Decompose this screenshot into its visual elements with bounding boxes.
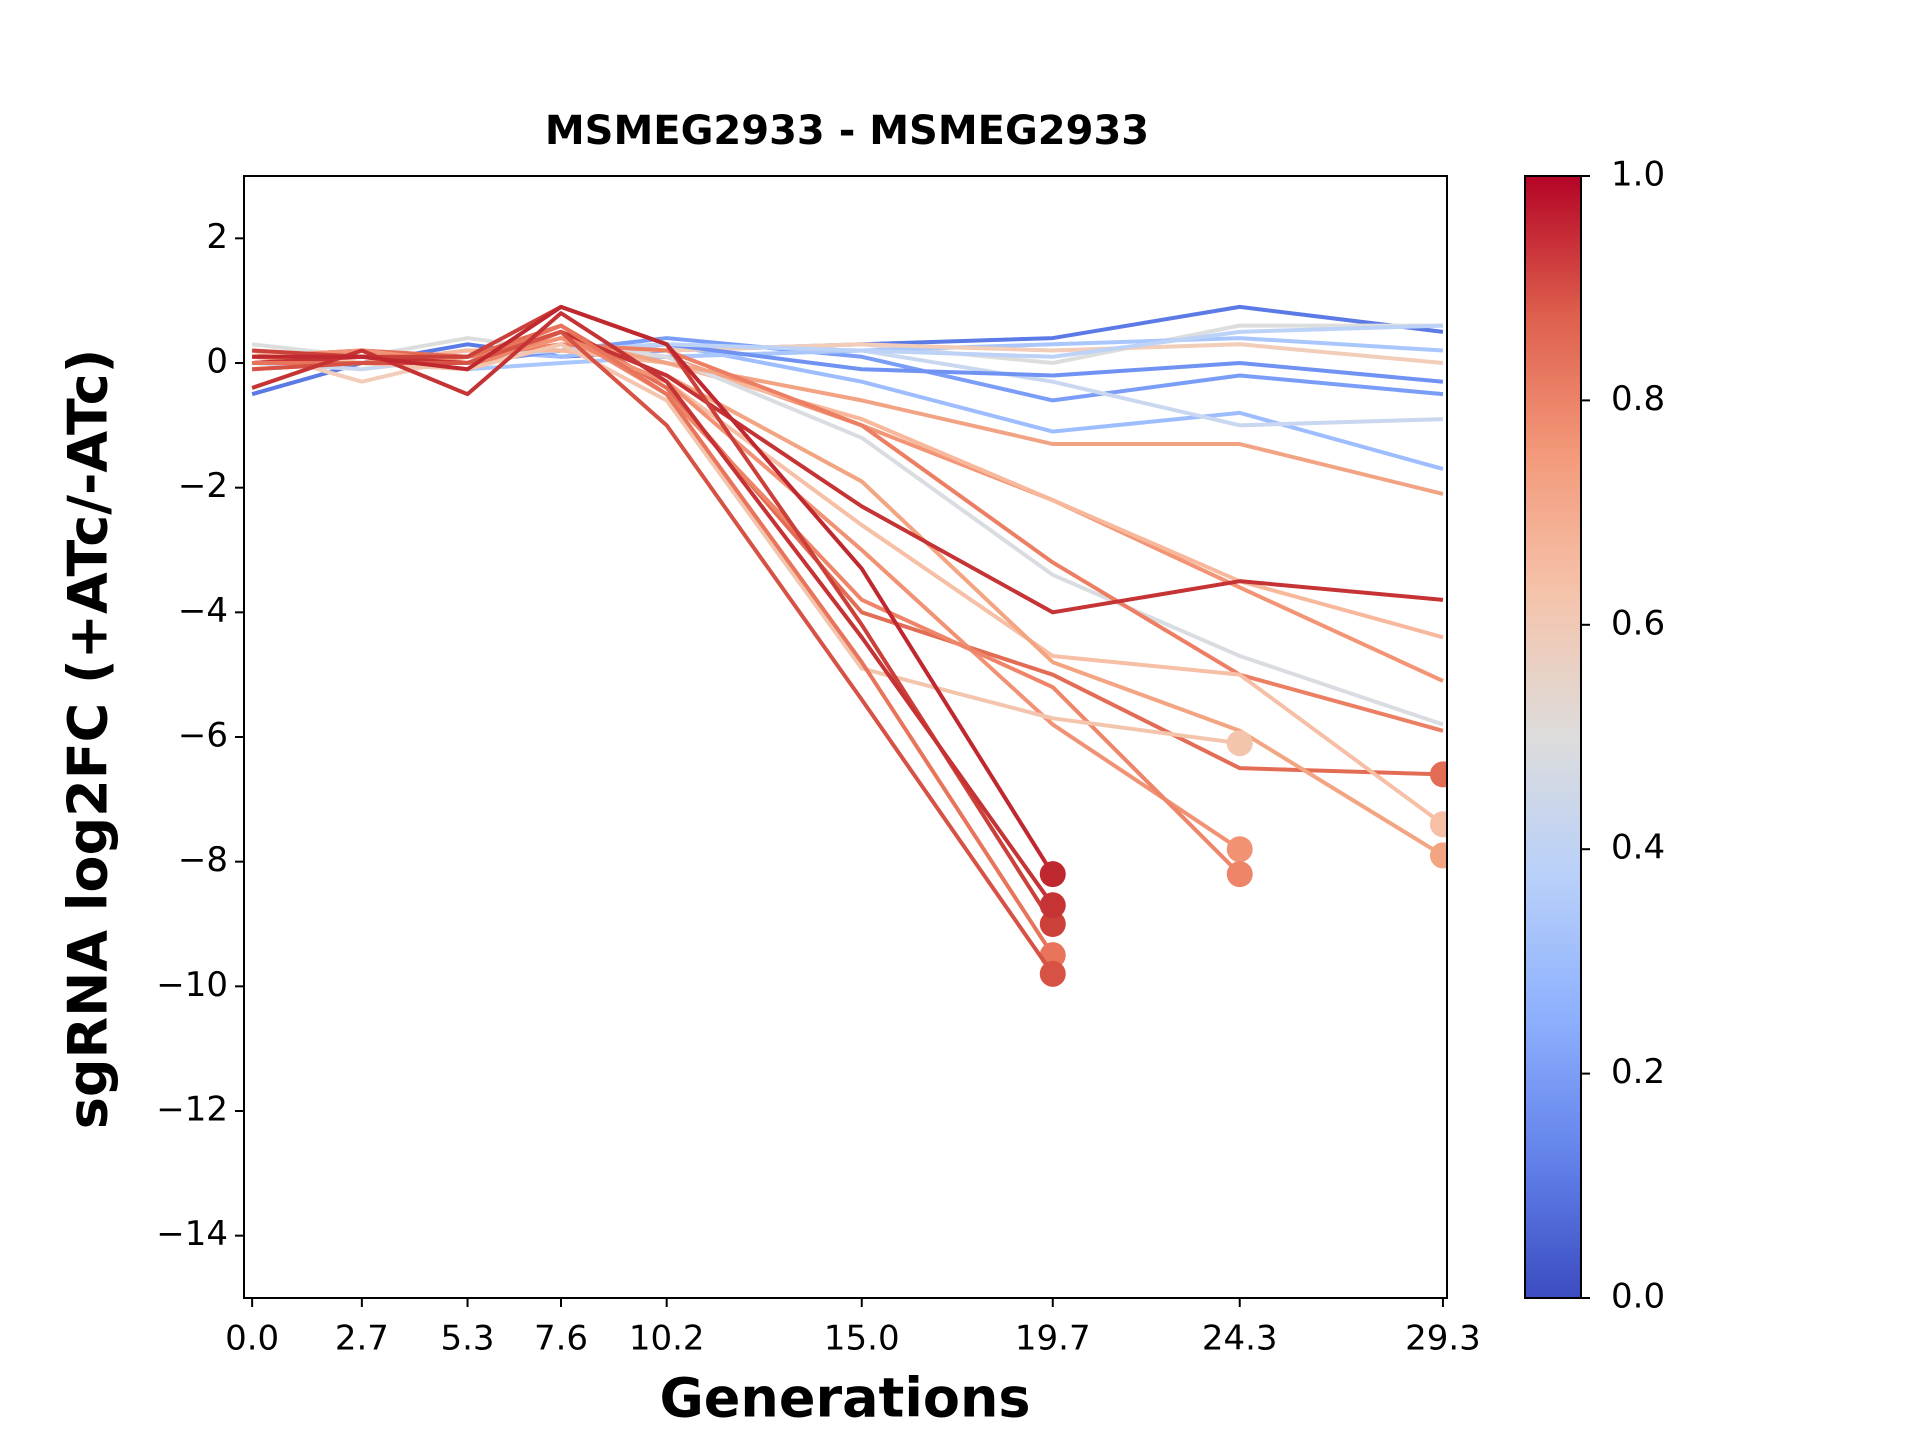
end-marker bbox=[1429, 811, 1447, 838]
series-line bbox=[252, 329, 1055, 976]
x-tick-label: 19.7 bbox=[1015, 1319, 1091, 1359]
colorbar-tick-label: 0.0 bbox=[1611, 1277, 1665, 1317]
colorbar-tick-label: 0.2 bbox=[1611, 1052, 1665, 1092]
series-line bbox=[252, 336, 1445, 826]
colorbar-tick-label: 0.6 bbox=[1611, 603, 1665, 643]
y-tick-label: 0 bbox=[206, 342, 228, 382]
series-line bbox=[251, 342, 1240, 746]
end-marker bbox=[1226, 730, 1253, 757]
series-line bbox=[252, 323, 1444, 777]
x-tick-label: 7.6 bbox=[534, 1319, 588, 1359]
y-tick-label: −4 bbox=[178, 591, 228, 631]
end-marker bbox=[1226, 861, 1253, 888]
end-marker bbox=[1226, 836, 1253, 863]
y-tick-label: −2 bbox=[178, 466, 228, 506]
y-tick-label: 2 bbox=[206, 217, 228, 257]
series-line bbox=[252, 329, 1444, 615]
x-tick-label: 29.3 bbox=[1405, 1319, 1481, 1359]
x-tick-label: 24.3 bbox=[1202, 1319, 1278, 1359]
end-marker bbox=[1039, 892, 1066, 919]
series-line bbox=[252, 342, 1444, 727]
colorbar-tick-label: 0.4 bbox=[1611, 828, 1665, 868]
series-line bbox=[252, 323, 1055, 957]
x-axis-label: Generations bbox=[659, 1367, 1030, 1430]
y-tick-label: −14 bbox=[156, 1214, 228, 1254]
end-marker bbox=[1039, 911, 1066, 937]
end-marker bbox=[1429, 761, 1447, 788]
series-line bbox=[251, 311, 1055, 907]
colorbar bbox=[1524, 175, 1582, 1299]
y-tick-label: −8 bbox=[178, 840, 228, 880]
y-tick-label: −10 bbox=[156, 965, 228, 1005]
y-tick-label: −6 bbox=[178, 716, 228, 756]
series-line bbox=[252, 304, 1055, 876]
x-tick-label: 5.3 bbox=[440, 1319, 494, 1359]
y-axis-label: sgRNA log2FC (+ATc/-ATc) bbox=[57, 349, 120, 1130]
x-tick-label: 15.0 bbox=[824, 1319, 900, 1359]
end-marker bbox=[1039, 861, 1066, 888]
end-marker bbox=[1039, 960, 1066, 987]
colorbar-tick-label: 0.8 bbox=[1611, 379, 1665, 419]
chart-title: MSMEG2933 - MSMEG2933 bbox=[545, 108, 1149, 154]
colorbar-tick-label: 1.0 bbox=[1611, 155, 1665, 195]
y-tick-label: −12 bbox=[156, 1090, 228, 1130]
x-tick-label: 2.7 bbox=[335, 1319, 389, 1359]
series-line bbox=[252, 329, 1242, 876]
end-marker bbox=[1429, 842, 1447, 869]
plot-area bbox=[251, 304, 1447, 987]
x-tick-label: 10.2 bbox=[629, 1319, 705, 1359]
x-tick-label: 0.0 bbox=[225, 1319, 279, 1359]
